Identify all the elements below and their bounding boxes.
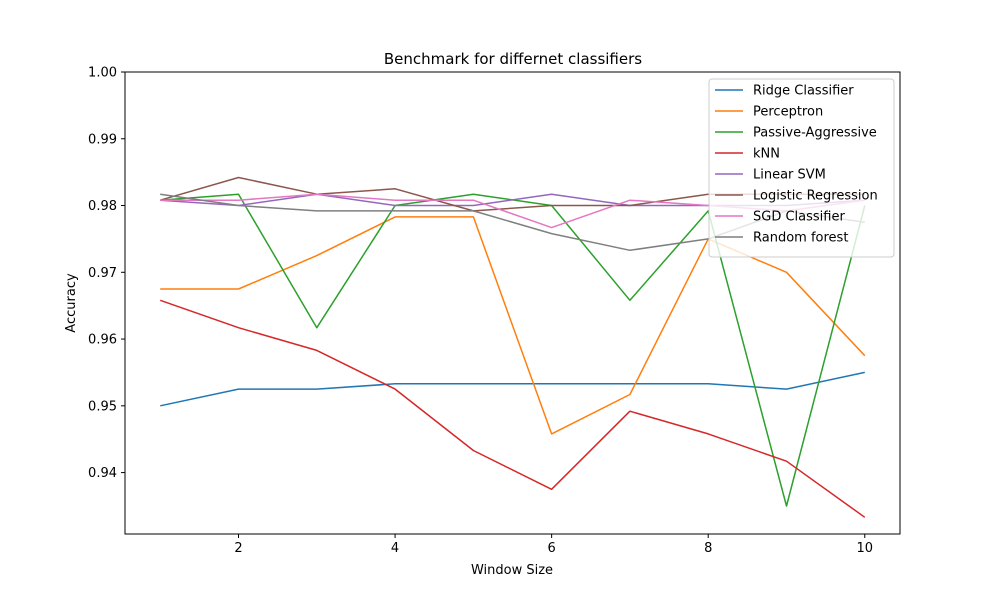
- y-tick-label: 0.99: [88, 132, 117, 147]
- y-tick-label: 0.97: [88, 266, 117, 281]
- legend-label: Ridge Classifier: [753, 84, 854, 99]
- legend-label: Logistic Regression: [753, 189, 878, 204]
- x-axis-label: Window Size: [471, 563, 553, 578]
- x-tick-label: 4: [391, 541, 399, 556]
- y-tick-label: 1.00: [88, 66, 117, 81]
- legend-label: Random forest: [753, 231, 848, 246]
- x-tick-label: 8: [704, 541, 712, 556]
- series-line-0: [160, 371, 865, 407]
- y-axis-label: Accuracy: [64, 273, 79, 333]
- legend-box: [708, 78, 895, 258]
- y-tick-label: 0.94: [88, 466, 117, 481]
- axes-frame: [124, 71, 901, 535]
- chart-title: Benchmark for differnet classifiers: [384, 50, 642, 68]
- legend-label: SGD Classifier: [753, 210, 845, 225]
- y-tick-label: 0.96: [88, 333, 117, 348]
- x-axis: 2 4 6 8 10: [234, 534, 873, 556]
- legend-label: kNN: [753, 147, 780, 162]
- legend: Ridge Classifier Perceptron Passive-Aggres…: [708, 78, 895, 258]
- legend-label: Linear SVM: [753, 168, 826, 183]
- y-tick-label: 0.98: [88, 199, 117, 214]
- legend-label: Passive-Aggressive: [753, 126, 877, 141]
- x-tick-label: 10: [856, 541, 873, 556]
- y-tick-label: 0.95: [88, 399, 117, 414]
- y-axis: 0.94 0.95 0.96 0.97 0.98 0.99 1.00: [88, 66, 125, 481]
- x-tick-label: 2: [234, 541, 242, 556]
- legend-label: Perceptron: [753, 105, 823, 120]
- series-line-3: [159, 299, 866, 518]
- x-tick-label: 6: [548, 541, 556, 556]
